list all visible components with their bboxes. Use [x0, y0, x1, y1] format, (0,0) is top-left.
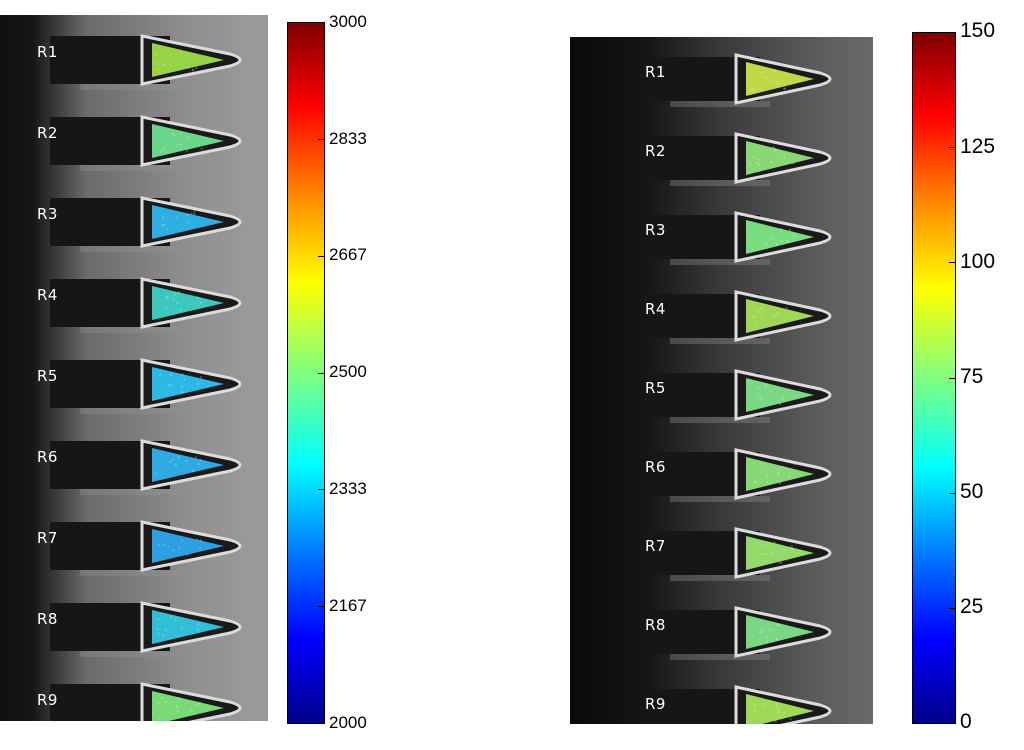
colorbar-tick	[949, 32, 955, 33]
colorbar-tick-label: 3000	[329, 12, 367, 32]
row-label-r8: R8	[37, 610, 58, 628]
row-label-r4: R4	[37, 286, 58, 304]
colorbar-tick	[949, 608, 955, 609]
colorbar-tick-label: 25	[960, 595, 983, 619]
colorbar-tick-label: 2000	[329, 713, 367, 733]
colorbar-tick	[949, 262, 955, 263]
left-image-panel: R1 R2 R3 R4 R5 R6 R7 R8 R9	[0, 15, 268, 721]
row-label-r3: R3	[37, 205, 58, 223]
colorbar-tick	[318, 139, 324, 140]
colorbar-tick-label: 125	[960, 135, 995, 159]
right-image-panel: R1 R2 R3 R4 R5 R6 R7 R8 R9	[570, 37, 873, 724]
row-label-r7: R7	[37, 529, 58, 547]
row-label-r2: R2	[37, 124, 58, 142]
row-label-r5: R5	[645, 379, 666, 397]
row-label-r7: R7	[645, 537, 666, 555]
colorbar-tick	[318, 489, 324, 490]
colorbar-tick	[318, 723, 324, 724]
colorbar-tick-label: 2333	[329, 479, 367, 499]
row-label-r6: R6	[645, 458, 666, 476]
colorbar-tick	[949, 493, 955, 494]
colorbar-tick-label: 2167	[329, 596, 367, 616]
row-label-r2: R2	[645, 142, 666, 160]
row-label-r5: R5	[37, 367, 58, 385]
row-label-r1: R1	[645, 63, 666, 81]
colorbar-tick-label: 2667	[329, 245, 367, 265]
colorbar-tick	[318, 373, 324, 374]
row-label-r6: R6	[37, 448, 58, 466]
colorbar-tick	[318, 606, 324, 607]
colorbar-tick-label: 100	[960, 250, 995, 274]
colorbar-tick	[949, 147, 955, 148]
row-label-r3: R3	[645, 221, 666, 239]
colorbar-tick-label: 75	[960, 365, 983, 389]
colorbar-tick	[318, 22, 324, 23]
row-label-r4: R4	[645, 300, 666, 318]
row-label-r1: R1	[37, 43, 58, 61]
colorbar-tick-label: 0	[960, 710, 972, 734]
colorbar-tick	[949, 723, 955, 724]
right-image	[570, 37, 873, 724]
row-label-r9: R9	[645, 695, 666, 713]
row-label-r9: R9	[37, 691, 58, 709]
colorbar-tick	[318, 256, 324, 257]
colorbar-tick-label: 2500	[329, 362, 367, 382]
colorbar-tick	[949, 378, 955, 379]
row-label-r8: R8	[645, 616, 666, 634]
colorbar-tick-label: 50	[960, 480, 983, 504]
colorbar-tick-label: 150	[960, 19, 995, 43]
colorbar-tick-label: 2833	[329, 129, 367, 149]
